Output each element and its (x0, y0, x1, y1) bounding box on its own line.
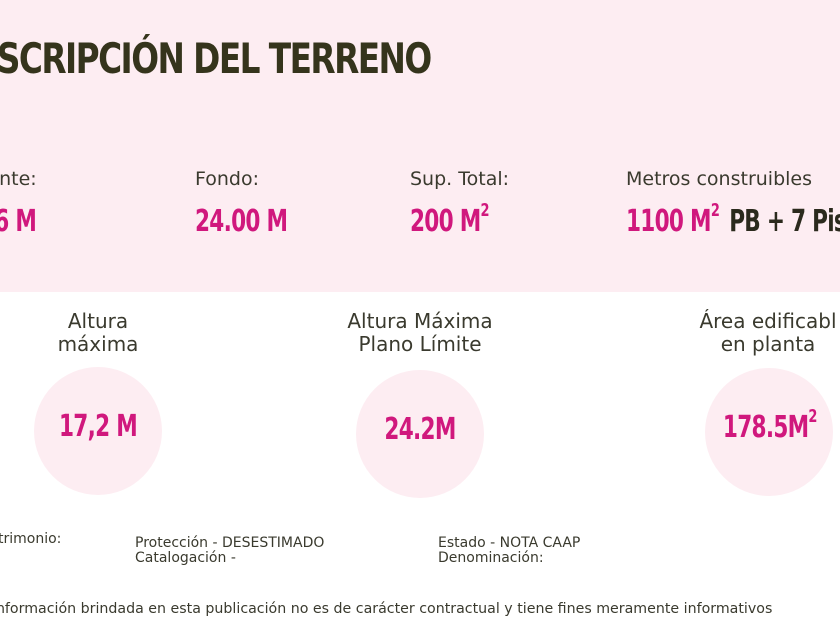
circle-label: Altura máxima (57, 309, 139, 356)
circle-area: 178.5M2 (705, 368, 833, 496)
metric-value: 24.00 M (195, 204, 288, 239)
circle-value: 24.2M (384, 412, 456, 447)
circle-block-area: Área edificabl en planta (638, 310, 840, 356)
circle-value: 178.5M2 (722, 406, 817, 445)
circle-value: 17,2 M (58, 409, 138, 444)
metric-value: 200 M2 (410, 200, 489, 239)
metric-label: Fondo: (195, 168, 260, 190)
circle-label: Altura Máxima Plano Límite (347, 309, 493, 356)
metric-label: rente: (0, 168, 37, 190)
note-patrimonio: trimonio: (0, 531, 62, 547)
note-estado: Estado - NOTA CAAP Denominación: (438, 535, 581, 566)
metric-label: Sup. Total: (410, 168, 510, 190)
header-band (0, 0, 840, 292)
circle-altura: 17,2 M (34, 367, 162, 495)
metric-extra: PB + 7 Pisos (729, 204, 840, 239)
metric-value: 66 M (0, 204, 37, 239)
circle-block-altura: Altura máxima (0, 310, 228, 356)
note-proteccion: Protección - DESESTIMADO Catalogación - (135, 535, 325, 566)
metric-label: Metros construibles (626, 168, 813, 190)
metric-sup-total: Sup. Total: 200 M2 (410, 168, 510, 239)
disclaimer: información brindada en esta publicación… (0, 601, 773, 617)
metric-fondo: Fondo: 24.00 M (195, 168, 288, 239)
metric-frente: rente: 66 M (0, 168, 37, 239)
page-title: ESCRIPCIÓN DEL TERRENO (0, 34, 432, 83)
circle-plano-limite: 24.2M (356, 370, 484, 498)
circle-label: Área edificabl en planta (699, 309, 837, 356)
circle-block-plano-limite: Altura Máxima Plano Límite (290, 310, 550, 356)
